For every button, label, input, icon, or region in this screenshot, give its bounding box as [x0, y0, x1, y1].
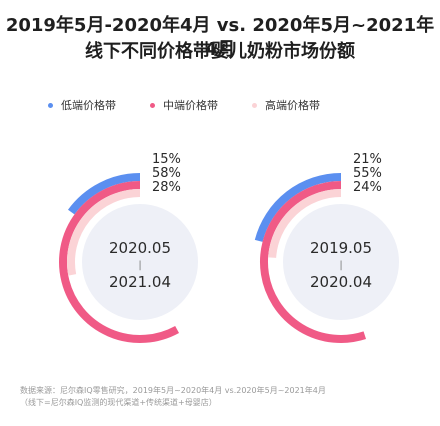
radial-chart-1: 15%58%28% 2020.05 | 2021.04	[59, 152, 198, 343]
legend-item-mid: 中端价格带	[150, 97, 218, 113]
legend-dot-low-icon	[48, 102, 53, 108]
value-label-low: 21%	[353, 152, 382, 167]
arc-mid	[260, 181, 367, 343]
arc-mid	[59, 181, 180, 343]
legend-dot-high-icon	[252, 102, 257, 108]
legend-label-low: 低端价格带	[61, 99, 116, 112]
chart-title-line-2: 线下不同价格带婴儿奶粉市场份额	[85, 41, 355, 62]
period-separator: |	[138, 260, 141, 271]
legend-dot-mid-icon	[150, 102, 155, 108]
legend: 低端价格带 中端价格带 高端价格带	[0, 97, 440, 113]
value-label-mid: 58%	[152, 166, 181, 181]
value-label-high: 28%	[152, 180, 181, 195]
legend-label-mid: 中端价格带	[163, 99, 218, 112]
value-label-mid: 55%	[353, 166, 382, 181]
legend-item-high: 高端价格带	[252, 97, 320, 113]
period-end-label: 2021.04	[109, 273, 171, 291]
legend-item-low: 低端价格带	[48, 97, 116, 113]
value-label-low: 15%	[152, 152, 181, 167]
arc-high	[268, 189, 342, 259]
center-disc	[82, 204, 198, 320]
arc-low	[254, 173, 342, 242]
period-start-label: 2020.05	[109, 239, 171, 257]
period-separator: |	[339, 260, 342, 271]
chart-title-line-1: 2019年5月-2020年4月 vs. 2020年5月~2021年4月	[5, 15, 435, 60]
arc-low	[67, 173, 141, 215]
period-end-label: 2020.04	[310, 273, 372, 291]
value-label-high: 24%	[353, 180, 382, 195]
center-disc	[283, 204, 399, 320]
legend-label-high: 高端价格带	[265, 99, 320, 112]
footnote-source: 数据来源：尼尔森IQ零售研究，2019年5月~2020年4月 vs.2020年5…	[20, 386, 326, 395]
arc-high	[67, 189, 141, 276]
radial-chart-2: 21%55%24% 2019.05 | 2020.04	[254, 152, 399, 343]
period-start-label: 2019.05	[310, 239, 372, 257]
footnote-definition: （线下=尼尔森IQ监测的现代渠道+传统渠道+母婴店）	[20, 398, 217, 407]
